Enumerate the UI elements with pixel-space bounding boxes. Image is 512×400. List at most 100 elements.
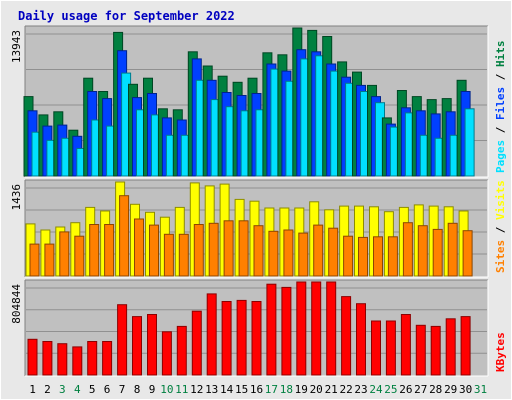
ymax-label: 804844 <box>10 284 23 324</box>
x-tick-label-day-10: 10 <box>160 383 173 396</box>
bar-sites-day-4 <box>74 235 85 277</box>
bar-sites-day-5 <box>89 224 100 277</box>
bar-kbytes-day-4 <box>72 346 83 376</box>
x-tick-label-day-3: 3 <box>59 383 66 396</box>
bar-sites-day-9 <box>149 224 159 277</box>
bar-sites-day-12 <box>193 224 204 277</box>
panel-kbytes: 804844 KBytes <box>10 279 507 377</box>
bar-sites-day-17 <box>268 230 279 277</box>
bar-kbytes-day-21 <box>326 281 337 376</box>
bar-sites-day-30 <box>462 230 473 277</box>
legend-part: Pages <box>494 140 507 173</box>
bar-sites-day-16 <box>253 225 264 277</box>
chart-title: Daily usage for September 2022 <box>18 9 235 23</box>
bar-sites-day-18 <box>283 229 294 277</box>
bar-sites-day-13 <box>208 222 219 277</box>
x-tick-label-day-25: 25 <box>384 383 397 396</box>
bar-kbytes-day-30 <box>460 316 471 376</box>
ymax-label: 13943 <box>10 30 23 63</box>
x-tick-label-day-17: 17 <box>265 383 278 396</box>
x-tick-label-day-24: 24 <box>369 383 383 396</box>
bar-kbytes-day-26 <box>400 314 411 376</box>
x-tick-label-day-19: 19 <box>295 383 308 396</box>
x-tick-label-day-28: 28 <box>429 383 442 396</box>
x-tick-label-day-18: 18 <box>280 383 293 396</box>
bar-kbytes-day-12 <box>191 310 202 376</box>
x-tick-label-day-16: 16 <box>250 383 263 396</box>
x-tick-label-day-13: 13 <box>205 383 218 396</box>
bar-sites-day-25 <box>387 236 398 277</box>
bar-sites-day-2 <box>44 243 55 277</box>
bar-kbytes-day-2 <box>42 341 53 376</box>
bar-sites-day-6 <box>104 224 115 277</box>
bar-sites-day-21 <box>328 227 339 277</box>
bar-sites-day-11 <box>178 233 189 277</box>
x-tick-label-day-22: 22 <box>339 383 352 396</box>
x-tick-label-day-6: 6 <box>104 383 111 396</box>
bar-kbytes-day-6 <box>102 341 113 376</box>
bar-sites-day-15 <box>238 220 249 277</box>
x-tick-label-day-9: 9 <box>149 383 156 396</box>
x-tick-label-day-23: 23 <box>354 383 367 396</box>
bar-pages-day-30 <box>464 108 475 177</box>
x-tick-label-day-8: 8 <box>134 383 141 396</box>
bar-kbytes-day-16 <box>251 301 262 376</box>
bar-kbytes-day-23 <box>356 303 366 376</box>
bar-kbytes-day-17 <box>266 283 277 376</box>
legend-part: KBytes <box>494 332 507 372</box>
bar-kbytes-day-14 <box>221 301 232 376</box>
x-tick-label-day-31: 31 <box>474 383 487 396</box>
x-tick-label-day-5: 5 <box>89 383 96 396</box>
bar-sites-day-1 <box>29 243 40 277</box>
legend-part: / <box>494 67 507 87</box>
bar-kbytes-day-15 <box>236 299 247 376</box>
x-axis-labels: 1 2 3 4 5 6 7 8 9 10 11 12 13 14 15 16 17 18 19 20 21 22 23 24 2… <box>29 383 487 396</box>
bar-kbytes-day-9 <box>147 314 157 376</box>
bar-kbytes-day-19 <box>296 281 307 376</box>
bar-kbytes-day-29 <box>445 318 456 376</box>
legend-part: Sites <box>494 240 507 273</box>
bar-kbytes-day-1 <box>27 338 38 376</box>
bar-kbytes-day-8 <box>132 316 142 376</box>
bar-kbytes-day-5 <box>87 341 98 376</box>
panel-visits-sites: 1436 Sites / Visits <box>10 179 507 278</box>
x-tick-label-day-20: 20 <box>310 383 323 396</box>
x-tick-label-day-29: 29 <box>444 383 457 396</box>
bar-sites-day-20 <box>313 224 324 277</box>
x-tick-label-day-15: 15 <box>235 383 248 396</box>
bar-kbytes-day-10 <box>161 331 172 376</box>
bar-sites-day-29 <box>447 222 458 277</box>
bar-kbytes-day-3 <box>57 343 68 376</box>
bar-kbytes-day-28 <box>430 325 441 376</box>
legend-part: Files <box>494 87 507 120</box>
x-tick-label-day-2: 2 <box>44 383 51 396</box>
x-tick-label-day-11: 11 <box>175 383 188 396</box>
x-tick-label-day-14: 14 <box>220 383 234 396</box>
ymax-label: 1436 <box>10 184 23 211</box>
x-tick-label-day-12: 12 <box>190 383 203 396</box>
bar-kbytes-day-13 <box>206 293 217 376</box>
series-legend-label: Pages / Files / Hits <box>494 41 507 174</box>
bar-kbytes-day-25 <box>385 320 396 376</box>
bar-sites-day-23 <box>358 236 368 277</box>
bar-sites-day-8 <box>134 218 144 277</box>
x-tick-label-day-30: 30 <box>459 383 472 396</box>
bar-sites-day-7 <box>119 195 130 277</box>
legend-part: Visits <box>494 180 507 220</box>
x-tick-label-day-26: 26 <box>399 383 412 396</box>
bar-sites-day-22 <box>343 235 354 277</box>
panel-hits-files-pages: 13943 Pages / Files / Hits <box>10 25 507 178</box>
bar-sites-day-27 <box>417 225 428 277</box>
bar-kbytes-day-11 <box>176 325 187 376</box>
legend-part: / <box>494 120 507 140</box>
bar-kbytes-day-7 <box>117 304 128 376</box>
bar-sites-day-24 <box>373 236 383 277</box>
legend-part: Hits <box>494 41 507 68</box>
bar-kbytes-day-22 <box>341 296 352 376</box>
x-tick-label-day-27: 27 <box>414 383 427 396</box>
x-tick-label-day-4: 4 <box>74 383 81 396</box>
bar-kbytes-day-18 <box>281 286 292 376</box>
bar-sites-day-26 <box>402 222 413 277</box>
bar-kbytes-day-20 <box>311 281 322 376</box>
